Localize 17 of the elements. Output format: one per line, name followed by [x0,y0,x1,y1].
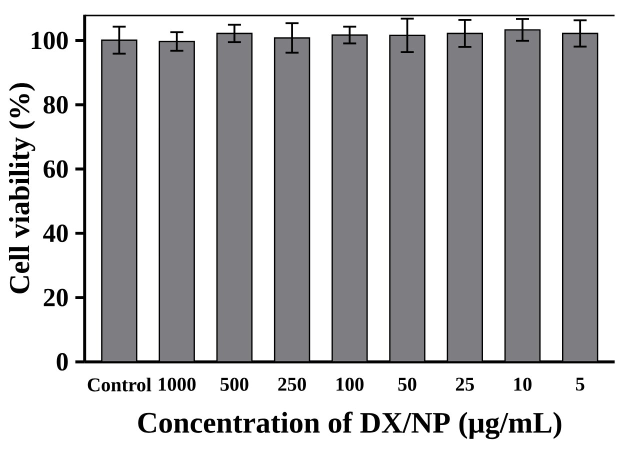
y-tick-label: 80 [44,96,68,114]
y-tick-label: 40 [43,224,68,242]
y-tick-label: 100 [32,32,68,50]
x-tick-label: 25 [456,378,474,391]
x-axis-title: Concentration of DX/NP (μg/mL) [138,412,562,440]
x-tick-label: Control [88,378,152,392]
x-tick-label: 250 [278,378,306,391]
x-tick-label: 5 [576,378,584,391]
x-tick-label: 1000 [158,378,196,391]
x-tick-label: 50 [398,378,416,391]
x-tick-label: 10 [514,378,532,391]
x-tick-label: 500 [220,378,248,391]
y-tick-label: 0 [56,353,68,371]
x-tick-label: 100 [336,378,364,391]
y-tick-label: 20 [44,288,68,306]
y-axis-title: Cell viability (%) [8,83,36,294]
y-tick-label: 60 [44,160,68,178]
